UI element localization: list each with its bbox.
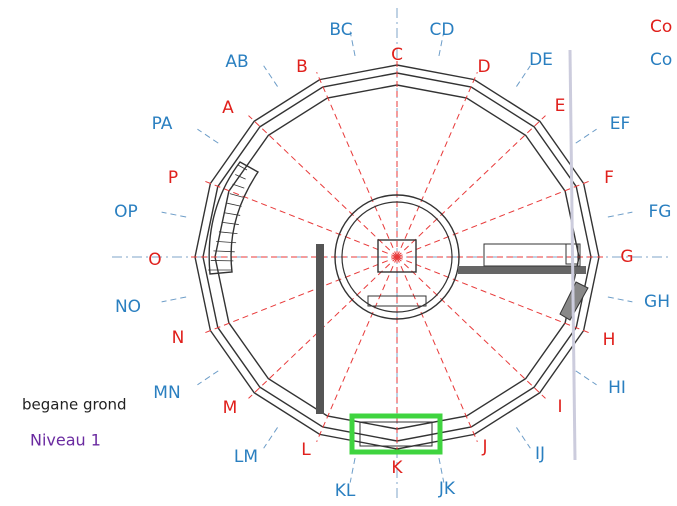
stair-step [227, 202, 242, 207]
pair-label: DE [529, 50, 553, 70]
plan-drawing [112, 8, 672, 500]
counter [483, 243, 581, 267]
radial-line [396, 256, 478, 442]
vertex-label: P [168, 168, 178, 188]
level-label: Niveau 1 [30, 431, 101, 450]
vertex-label: D [477, 57, 490, 77]
radial-line [396, 256, 546, 399]
vertex-label: O [148, 250, 161, 270]
outer-tick [516, 65, 531, 87]
outer-tick [607, 296, 633, 303]
stair-step [221, 221, 239, 225]
door [359, 421, 433, 447]
side-label: Co [650, 17, 672, 37]
outer-tick [263, 65, 278, 87]
outer-tick [263, 427, 278, 449]
outer-tick [161, 211, 187, 218]
outer-tick [161, 296, 187, 303]
highlight [349, 413, 443, 455]
vertex-label: H [603, 330, 616, 350]
vertex-label: G [620, 247, 633, 267]
radial-line [202, 256, 398, 335]
outer-tick [349, 457, 356, 483]
core [334, 194, 460, 320]
radial-line [396, 115, 546, 258]
pair-label: GH [644, 292, 670, 312]
vertex-label: E [555, 96, 566, 116]
shaft [377, 239, 417, 273]
pair-label: NO [115, 297, 141, 317]
outer-tick [197, 370, 219, 386]
radial-line [396, 72, 478, 258]
outer-tick [575, 370, 597, 386]
radial-line [396, 256, 592, 335]
wall [202, 72, 592, 442]
vertex-label: B [296, 57, 308, 77]
pair-label: BC [329, 20, 352, 40]
stair-step [235, 174, 246, 180]
pair-label: CD [430, 20, 455, 40]
partition [458, 266, 586, 274]
stair [208, 161, 260, 275]
radial-line [248, 115, 398, 258]
pair-label: EF [610, 114, 631, 134]
pair-label: HI [608, 378, 626, 398]
edge [568, 49, 577, 461]
radial-line [396, 179, 592, 258]
outer-tick [575, 128, 597, 144]
vertex-label: A [222, 98, 234, 118]
vertex-label: C [391, 45, 403, 65]
pair-label: JK [438, 479, 456, 499]
outer-tick [607, 211, 633, 218]
stair-step [224, 212, 241, 216]
outer-tick [438, 31, 445, 57]
pair-label: KL [335, 481, 356, 501]
caption: begane grond [22, 396, 127, 414]
pair-label: PA [152, 114, 173, 134]
stair-step [218, 231, 238, 235]
stair-step [213, 250, 235, 253]
vertex-label: K [391, 458, 403, 478]
ledge [367, 295, 427, 307]
vertex-label: N [172, 328, 185, 348]
partition [316, 244, 324, 414]
stair-step [232, 183, 245, 189]
outer-tick [197, 128, 219, 144]
vertex-label: J [481, 437, 487, 457]
vertex-label: I [557, 397, 562, 417]
stair-step [237, 164, 248, 171]
outer-tick [516, 427, 531, 449]
pair-label: AB [225, 52, 248, 72]
stair-step [216, 240, 237, 244]
side-label: Co [650, 50, 672, 70]
pair-label: OP [114, 202, 138, 222]
vertex-label: L [301, 440, 311, 460]
radial-line [316, 256, 398, 442]
pair-label: MN [153, 383, 180, 403]
outer-tick [438, 457, 445, 483]
wall [194, 64, 600, 450]
radial-line [316, 72, 398, 258]
wall [214, 84, 580, 430]
radial-line [202, 179, 398, 258]
core [341, 201, 453, 313]
vertex-label: M [223, 398, 238, 418]
vertex-label: F [604, 168, 614, 188]
pair-label: LM [234, 447, 258, 467]
stair-step [229, 193, 244, 198]
outer-tick [349, 31, 356, 57]
pair-label: FG [649, 202, 672, 222]
pair-label: IJ [535, 444, 545, 464]
